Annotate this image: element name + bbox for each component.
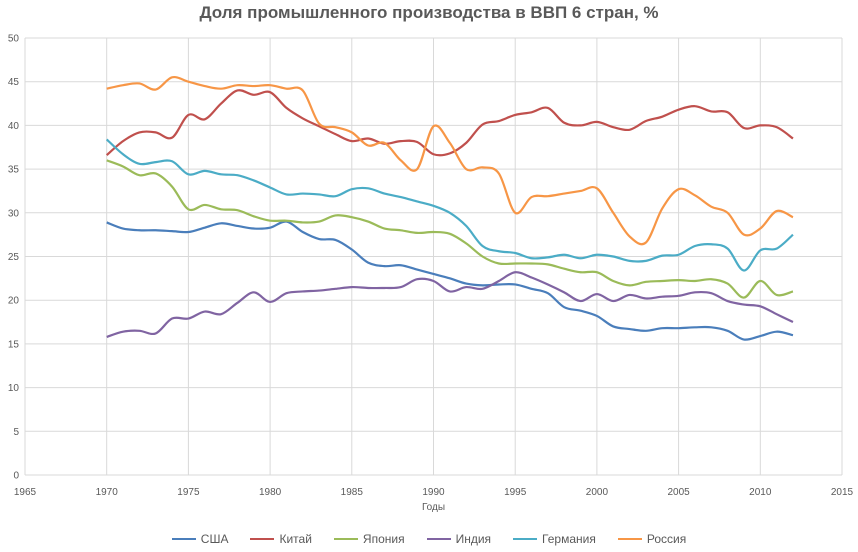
legend-swatch xyxy=(171,538,196,540)
legend-label: Китай xyxy=(279,532,312,546)
series-line-2 xyxy=(106,159,794,299)
y-tick-label: 0 xyxy=(13,471,19,482)
legend: США Китай Япония Индия Германия Россия xyxy=(0,532,858,546)
series-line-3 xyxy=(106,271,794,338)
x-tick-label: 2010 xyxy=(749,487,772,498)
legend-item: Германия xyxy=(513,532,596,546)
x-tick-label: 1980 xyxy=(259,487,282,498)
x-tick-label: 2015 xyxy=(831,487,854,498)
legend-swatch xyxy=(513,538,538,540)
legend-label: Индия xyxy=(455,532,492,546)
x-tick-label: 1965 xyxy=(14,487,37,498)
legend-item: Китай xyxy=(250,532,312,546)
legend-label: Германия xyxy=(542,532,596,546)
x-tick-label: 2005 xyxy=(667,487,690,498)
y-tick-label: 5 xyxy=(13,427,19,438)
legend-item: Индия xyxy=(426,532,492,546)
x-tick-label: 1970 xyxy=(96,487,119,498)
y-tick-label: 45 xyxy=(8,77,20,88)
legend-item: Япония xyxy=(333,532,405,546)
legend-swatch xyxy=(333,538,358,540)
y-tick-label: 15 xyxy=(8,339,20,350)
legend-label: Россия xyxy=(646,532,687,546)
y-tick-label: 50 xyxy=(8,34,20,45)
x-tick-label: 1995 xyxy=(504,487,527,498)
series-line-0 xyxy=(106,220,794,341)
y-tick-label: 30 xyxy=(8,208,20,219)
legend-label: Япония xyxy=(362,532,405,546)
series-line-5 xyxy=(106,75,794,246)
legend-swatch xyxy=(617,538,642,540)
series-line-1 xyxy=(105,89,794,157)
x-tick-label: 1985 xyxy=(341,487,364,498)
x-tick-label: 1990 xyxy=(422,487,445,498)
legend-item: Россия xyxy=(617,532,687,546)
legend-swatch xyxy=(426,538,451,540)
chart-title: Доля промышленного производства в ВВП 6 … xyxy=(199,3,659,22)
legend-swatch xyxy=(250,538,275,540)
y-tick-label: 10 xyxy=(8,383,20,394)
x-tick-label: 1975 xyxy=(177,487,200,498)
y-tick-label: 20 xyxy=(8,296,20,307)
y-tick-label: 40 xyxy=(8,121,20,132)
series-line-4 xyxy=(105,138,794,272)
x-tick-label: 2000 xyxy=(586,487,609,498)
y-tick-label: 35 xyxy=(8,165,20,176)
legend-item: США xyxy=(171,532,229,546)
x-axis-label: Годы xyxy=(422,502,445,513)
legend-label: США xyxy=(200,532,229,546)
y-tick-label: 25 xyxy=(8,252,20,263)
